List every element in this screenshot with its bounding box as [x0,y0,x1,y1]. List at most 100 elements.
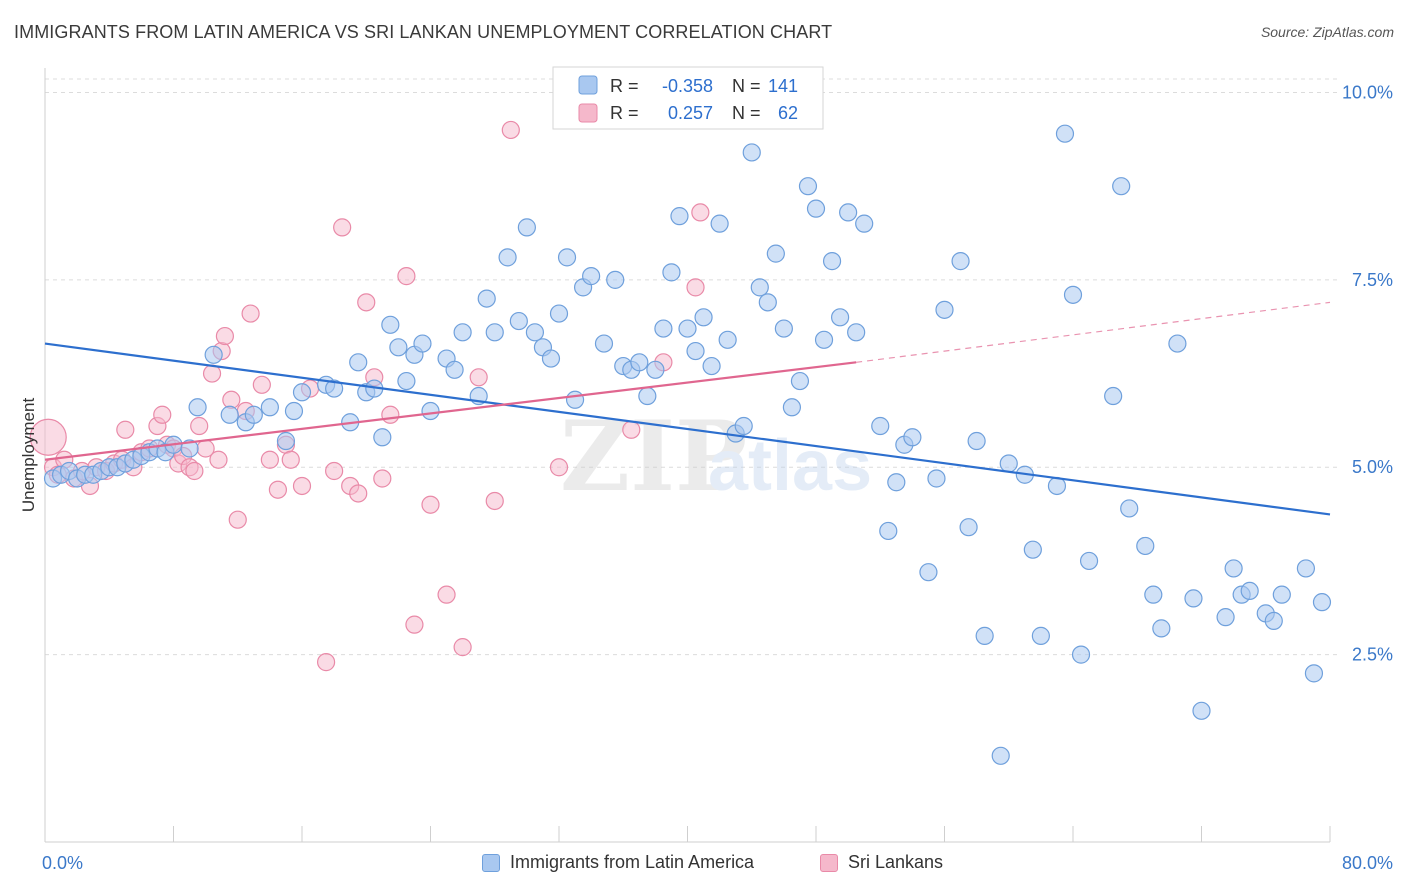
legend-item-latin-america[interactable]: Immigrants from Latin America [482,852,754,873]
latin-america-point [959,518,978,537]
y-axis-title: Unemployment [19,398,38,513]
y-tick-label-3: 10.0% [1342,82,1393,102]
latin-america-point [485,323,504,342]
latin-america-point [381,315,400,334]
stats-swatch-pink [578,103,598,123]
sri-lankans-point [281,450,300,469]
trend-line-sri-lankans-extension [856,301,1331,363]
sri-lankans-point [260,450,279,469]
latin-america-point [220,405,239,424]
trend-line-sri-lankans [44,361,857,461]
latin-america-point [991,746,1010,765]
latin-america-point [766,244,785,263]
latin-america-point [1168,334,1187,353]
latin-america-point [582,267,601,286]
latin-america-point [292,383,312,402]
latin-america-point [710,214,729,233]
sri-lankans-point [349,484,368,503]
sri-lankans-point [686,278,705,297]
sri-lankans-point [241,304,260,323]
latin-america-point [1023,540,1042,559]
sri-lankans-point [316,653,336,672]
latin-america-point [389,338,408,357]
latin-america-point [782,398,802,417]
x-tick-label-min: 0.0% [42,853,83,873]
stats-r-value-blue: -0.358 [662,76,713,96]
latin-america-point [830,308,850,327]
legend-swatch-pink [820,853,838,872]
latin-america-point [847,323,866,342]
latin-america-point [549,304,569,323]
latin-america-point [638,386,657,406]
stats-n-value-blue: 141 [768,76,798,96]
sri-lankans-point [190,416,209,436]
watermark: ZIP atlas [560,400,872,513]
latin-america-point [887,473,906,492]
sri-lankans-point [622,420,641,439]
sri-lankans-point [453,638,472,657]
sri-lankans-point [325,461,344,481]
gridlines [45,78,1340,656]
latin-america-point [1120,499,1139,518]
sri-lankans-point [421,495,440,514]
latin-america-point [445,360,464,379]
latin-america-point [477,289,496,308]
latin-america-point [1063,285,1083,304]
latin-america-point [814,330,834,349]
latin-america-point [349,353,368,372]
sri-lankans-point [228,510,247,529]
latin-america-point [565,390,585,409]
latin-america-point [935,300,954,319]
latin-america-point [1192,701,1211,720]
sri-lankans-point [437,585,456,604]
latin-america-point [1152,619,1171,638]
latin-america-point [975,626,994,645]
sri-lankans-point [333,218,352,237]
latin-america-point [702,356,721,376]
latin-america-point [967,431,986,451]
latin-america-point [1031,626,1050,645]
latin-america-point [822,252,842,271]
latin-america-point [373,428,392,447]
latin-america-point [999,454,1018,473]
latin-america-point [871,416,890,436]
sri-lankans-point [501,120,520,140]
sri-lankans-point [357,293,376,312]
sri-lankans-point [691,203,710,222]
sri-lankans-point [292,476,312,496]
stats-n-label-pink: N = [732,103,761,123]
latin-america-point [541,349,561,368]
latin-america-point [1184,589,1203,608]
latin-america-point [670,207,689,226]
stats-n-label-blue: N = [732,76,761,96]
latin-america-point [1079,551,1099,571]
trend-lines [44,301,1331,516]
latin-america-point [718,330,737,349]
latin-america-point [421,401,440,421]
latin-america-point [654,319,673,338]
latin-america-point [839,203,858,222]
watermark-zip: ZIP [560,400,747,513]
stats-legend-box [552,66,824,130]
latin-america-point [742,143,761,162]
latin-america-point [630,353,649,372]
sri-lankans-point [209,450,228,469]
legend-label-sri-lankans: Sri Lankans [848,852,944,872]
latin-america-point [758,293,777,312]
legend-item-sri-lankans[interactable]: Sri Lankans [820,852,943,873]
stats-r-label-blue: R = [610,76,639,96]
x-tick-label-max: 80.0% [1342,853,1393,873]
axis-labels: 2.5% 5.0% 7.5% 10.0% 0.0% 80.0% Unemployment [19,82,1393,873]
latin-america-point [734,416,753,436]
latin-america-point [509,311,528,331]
latin-america-point [1144,585,1163,604]
latin-america-points [43,124,1332,765]
sri-lankans-point [215,326,234,346]
latin-america-point [180,439,199,458]
latin-america-point [646,360,665,379]
legend-swatch-blue [482,853,500,872]
source-label: Source: ZipAtlas.com [1260,24,1394,40]
latin-america-point [686,341,705,361]
latin-america-point [594,334,614,353]
